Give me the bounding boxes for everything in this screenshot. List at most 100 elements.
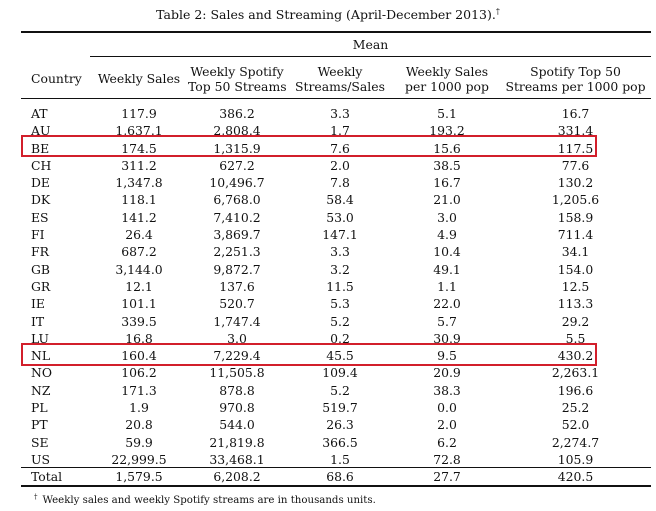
footnote: † Weekly sales and weekly Spotify streams… [34, 490, 376, 508]
table-cell: 10,496.7 [209, 175, 265, 191]
table-cell: 174.5 [121, 140, 157, 156]
table-cell: 68.6 [326, 469, 354, 485]
table-cell: 141.2 [121, 209, 157, 225]
country-code: GR [31, 278, 51, 294]
caption-dagger: † [495, 7, 500, 16]
table-cell: 38.3 [433, 382, 461, 398]
column-header-weekly-spotify-streams: Weekly Spotify Top 50 Streams [188, 63, 287, 94]
table-cell: 311.2 [121, 157, 157, 173]
table-cell: 29.2 [561, 313, 590, 329]
table-cell: 106.2 [121, 365, 157, 381]
country-code: NZ [31, 382, 51, 398]
table-cell: 7.8 [330, 175, 350, 191]
table-cell: 130.2 [557, 175, 594, 191]
table-row: IE 101.1 520.7 5.3 22.0 113.3 [21, 295, 651, 312]
table-cell: 52.0 [561, 417, 590, 433]
table-cell: 21,819.8 [209, 434, 265, 450]
table-caption: Table 2: Sales and Streaming (April-Dece… [0, 3, 656, 24]
table-cell: 5.1 [437, 106, 457, 121]
table-row: BE 174.5 1,315.9 7.6 15.6 117.5 [21, 140, 651, 157]
table-cell: 45.5 [326, 348, 354, 364]
table-cell: 3.3 [330, 106, 350, 121]
table-cell: 15.6 [433, 140, 461, 156]
table-cell: 101.1 [121, 296, 157, 312]
table-cell: 1.5 [330, 451, 350, 467]
bottom-rule [21, 485, 651, 487]
table-cell: 53.0 [326, 209, 354, 225]
table-row: CH 311.2 627.2 2.0 38.5 77.6 [21, 157, 651, 174]
table-cell: 77.6 [561, 157, 590, 173]
header-rule [21, 98, 651, 99]
table-cell: 34.1 [561, 244, 590, 260]
table-row: DE 1,347.8 10,496.7 7.8 16.7 130.2 [21, 174, 651, 191]
table-cell: 7,410.2 [213, 209, 261, 225]
table-cell: 2,263.1 [551, 365, 600, 381]
table-cell: 420.5 [557, 469, 594, 485]
column-header-row: Country Weekly Sales Weekly Spotify Top 5… [21, 57, 651, 99]
table-row: PL 1.9 970.8 519.7 0.0 25.2 [21, 399, 651, 416]
table-cell: 687.2 [121, 244, 157, 260]
table-cell: 27.7 [433, 469, 461, 485]
table-row: NZ 171.3 878.8 5.2 38.3 196.6 [21, 382, 651, 399]
country-code: FR [31, 244, 49, 260]
table-cell: 72.8 [433, 451, 461, 467]
table-row: AT 117.9 386.2 3.3 5.1 16.7 [21, 105, 651, 122]
table-cell: 30.9 [433, 330, 461, 346]
table-row: AU 1,637.1 2,808.4 1.7 193.2 331.4 [21, 122, 651, 139]
top-rule [21, 31, 651, 33]
country-code: BE [31, 140, 50, 156]
table-cell: 4.9 [437, 227, 457, 243]
country-code: DK [31, 192, 51, 208]
table-cell: 2.0 [330, 157, 350, 173]
table-cell: 339.5 [121, 313, 157, 329]
country-code: AT [31, 106, 48, 121]
table-cell: 16.7 [561, 106, 590, 121]
table-cell: 3,144.0 [115, 261, 163, 277]
table-cell: 196.6 [557, 382, 594, 398]
table-cell: 2,808.4 [213, 123, 261, 139]
table-cell: 20.8 [125, 417, 153, 433]
table-cell: 59.9 [125, 434, 153, 450]
total-rule [21, 467, 651, 468]
table-cell: 1,579.5 [115, 469, 163, 485]
column-header-sales-per-1000: Weekly Sales per 1000 pop [405, 63, 489, 94]
table-cell: 117.5 [557, 140, 594, 156]
country-code: LU [31, 330, 49, 346]
country-code: SE [31, 434, 49, 450]
table-cell: 33,468.1 [209, 451, 265, 467]
table-cell: 26.3 [326, 417, 354, 433]
table-cell: 7,229.4 [213, 348, 261, 364]
table-cell: 49.1 [433, 261, 461, 277]
table-cell: 16.8 [125, 330, 153, 346]
country-code: GB [31, 261, 51, 277]
table-cell: 1.1 [437, 278, 457, 294]
table-cell: 711.4 [557, 227, 594, 243]
table-cell: 16.7 [433, 175, 461, 191]
table-cell: 154.0 [557, 261, 594, 277]
caption-text: Table 2: Sales and Streaming (April-Dece… [156, 7, 496, 22]
table-cell: 5.2 [330, 382, 350, 398]
table-cell: 5.7 [437, 313, 457, 329]
table-cell: 117.9 [121, 106, 157, 121]
table-row: PT 20.8 544.0 26.3 2.0 52.0 [21, 416, 651, 433]
table-cell: 58.4 [326, 192, 354, 208]
table-row: US 22,999.5 33,468.1 1.5 72.8 105.9 [21, 451, 651, 468]
table-cell: 331.4 [557, 123, 594, 139]
sales-streaming-table: Mean Country Weekly Sales Weekly Spotify… [21, 32, 651, 485]
table-cell: 22.0 [433, 296, 461, 312]
table-cell: 627.2 [219, 157, 255, 173]
country-code: PL [31, 400, 48, 416]
mean-group-header: Mean [352, 37, 389, 52]
table-row: ES 141.2 7,410.2 53.0 3.0 158.9 [21, 209, 651, 226]
table-row: FR 687.2 2,251.3 3.3 10.4 34.1 [21, 243, 651, 260]
table-cell: 878.8 [219, 382, 255, 398]
table-cell: 1.9 [129, 400, 149, 416]
table-cell: 0.0 [437, 400, 457, 416]
table-cell: 6,768.0 [213, 192, 261, 208]
table-cell: 544.0 [219, 417, 255, 433]
table-cell: 3.0 [437, 209, 457, 225]
table-cell: 1.7 [330, 123, 350, 139]
table-cell: 10.4 [433, 244, 461, 260]
table-cell: 2.0 [437, 417, 457, 433]
table-row: DK 118.1 6,768.0 58.4 21.0 1,205.6 [21, 191, 651, 208]
